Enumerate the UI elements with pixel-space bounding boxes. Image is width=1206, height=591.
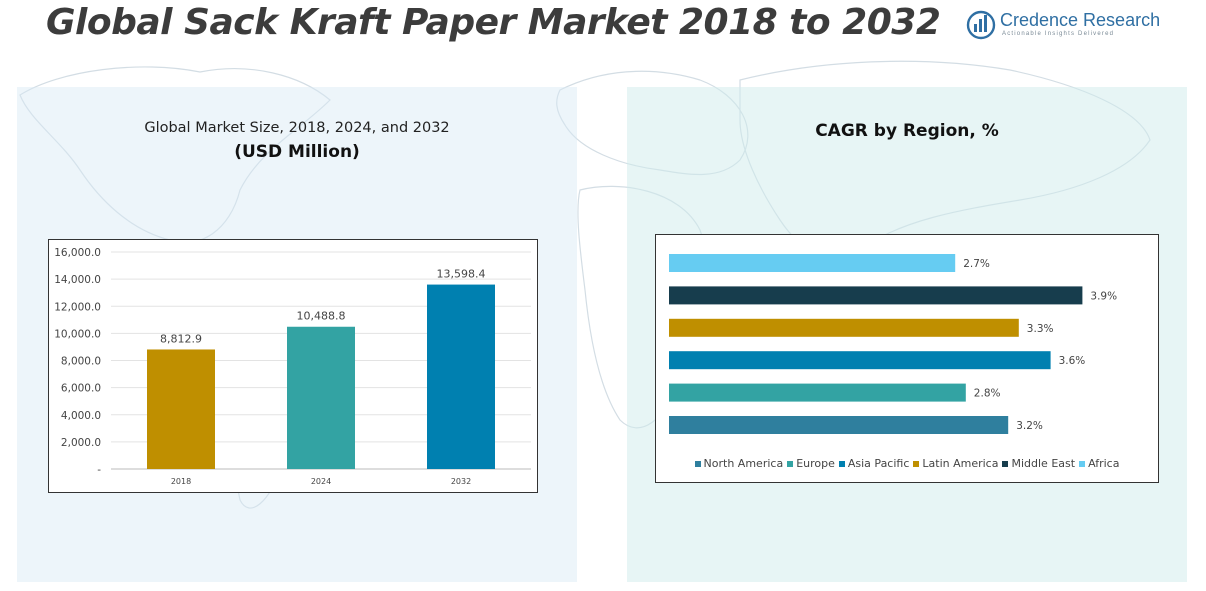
bar-value-label: 10,488.8 bbox=[297, 310, 346, 323]
logo-name: Credence Research bbox=[1000, 10, 1161, 30]
cagr-legend: North America Europe Asia Pacific Latin Ame… bbox=[656, 457, 1158, 470]
page-title: Global Sack Kraft Paper Market 2018 to 2… bbox=[46, 2, 941, 43]
bar-north-america bbox=[669, 416, 1009, 434]
x-tick-label: 2024 bbox=[311, 477, 331, 486]
legend-item: Latin America bbox=[913, 457, 998, 470]
y-tick-label: - bbox=[97, 464, 101, 476]
legend-item: Middle East bbox=[1002, 457, 1075, 470]
bar-latin-america bbox=[669, 318, 1019, 337]
legend-label: Latin America bbox=[922, 457, 999, 470]
bar-value-label: 3.3% bbox=[1027, 323, 1054, 335]
legend-item: Asia Pacific bbox=[838, 457, 910, 470]
market-size-chart: - 2,000.0 4,000.0 6,000.0 8,000.0 10,000.0 12,… bbox=[54, 247, 531, 486]
y-tick-label: 4,000.0 bbox=[61, 410, 101, 422]
legend-swatch bbox=[787, 461, 794, 467]
bar-value-label: 13,598.4 bbox=[437, 268, 486, 281]
legend-label: Africa bbox=[1088, 457, 1120, 470]
bar-value-label: 8,812.9 bbox=[160, 332, 202, 345]
legend-label: North America bbox=[703, 457, 784, 470]
legend-swatch bbox=[913, 461, 920, 467]
y-tick-label: 16,000.0 bbox=[54, 247, 101, 259]
y-tick-label: 2,000.0 bbox=[61, 437, 101, 449]
legend-item: North America bbox=[694, 457, 784, 470]
bar-value-label: 3.2% bbox=[1016, 420, 1043, 432]
legend-label: Asia Pacific bbox=[847, 457, 910, 470]
y-tick-label: 14,000.0 bbox=[54, 274, 101, 286]
bar-value-label: 3.6% bbox=[1059, 355, 1086, 367]
bar-middle-east bbox=[669, 286, 1083, 305]
market-size-panel: Global Market Size, 2018, 2024, and 2032… bbox=[17, 87, 577, 582]
bar-value-label: 3.9% bbox=[1090, 290, 1117, 302]
bar-value-label: 2.7% bbox=[963, 258, 990, 270]
y-tick-label: 6,000.0 bbox=[61, 383, 101, 395]
y-tick-label: 8,000.0 bbox=[61, 356, 101, 368]
market-size-subtitle: (USD Million) bbox=[234, 142, 360, 162]
market-size-chart-frame: - 2,000.0 4,000.0 6,000.0 8,000.0 10,000.0 12,… bbox=[48, 239, 538, 493]
cagr-chart: 3.2% 2.8% 3.6% 3.3% 3.9% 2.7% bbox=[669, 254, 1117, 434]
logo-tagline: Actionable Insights Delivered bbox=[1002, 31, 1115, 37]
legend-swatch bbox=[1079, 461, 1086, 467]
x-tick-label: 2032 bbox=[451, 477, 471, 486]
bar-2018 bbox=[147, 349, 215, 469]
cagr-title: CAGR by Region, % bbox=[815, 121, 999, 141]
x-tick-label: 2018 bbox=[171, 477, 191, 486]
y-tick-label: 10,000.0 bbox=[54, 328, 101, 340]
cagr-chart-frame: 3.2% 2.8% 3.6% 3.3% 3.9% 2.7% North America Eu… bbox=[655, 234, 1159, 483]
bar-2032 bbox=[427, 284, 495, 469]
brand-logo: Credence Research Actionable Insights De… bbox=[966, 8, 1166, 44]
bar-2024 bbox=[287, 326, 355, 469]
legend-label: Europe bbox=[796, 457, 835, 470]
bar-europe bbox=[669, 383, 966, 402]
legend-swatch bbox=[694, 461, 701, 467]
logo-bars-icon bbox=[966, 10, 996, 40]
legend-label: Middle East bbox=[1011, 457, 1076, 470]
bar-value-label: 2.8% bbox=[974, 388, 1001, 400]
cagr-panel: CAGR by Region, % 3.2% 2.8% 3.6% 3.3% 3.9% 2.… bbox=[627, 87, 1187, 582]
bar-africa bbox=[669, 254, 956, 272]
market-size-title: Global Market Size, 2018, 2024, and 2032 bbox=[144, 120, 450, 136]
bar-asia-pacific bbox=[669, 351, 1051, 370]
legend-swatch bbox=[1002, 461, 1009, 467]
legend-item: Africa bbox=[1079, 457, 1119, 470]
legend-item: Europe bbox=[787, 457, 835, 470]
legend-swatch bbox=[838, 461, 845, 467]
y-tick-label: 12,000.0 bbox=[54, 301, 101, 313]
